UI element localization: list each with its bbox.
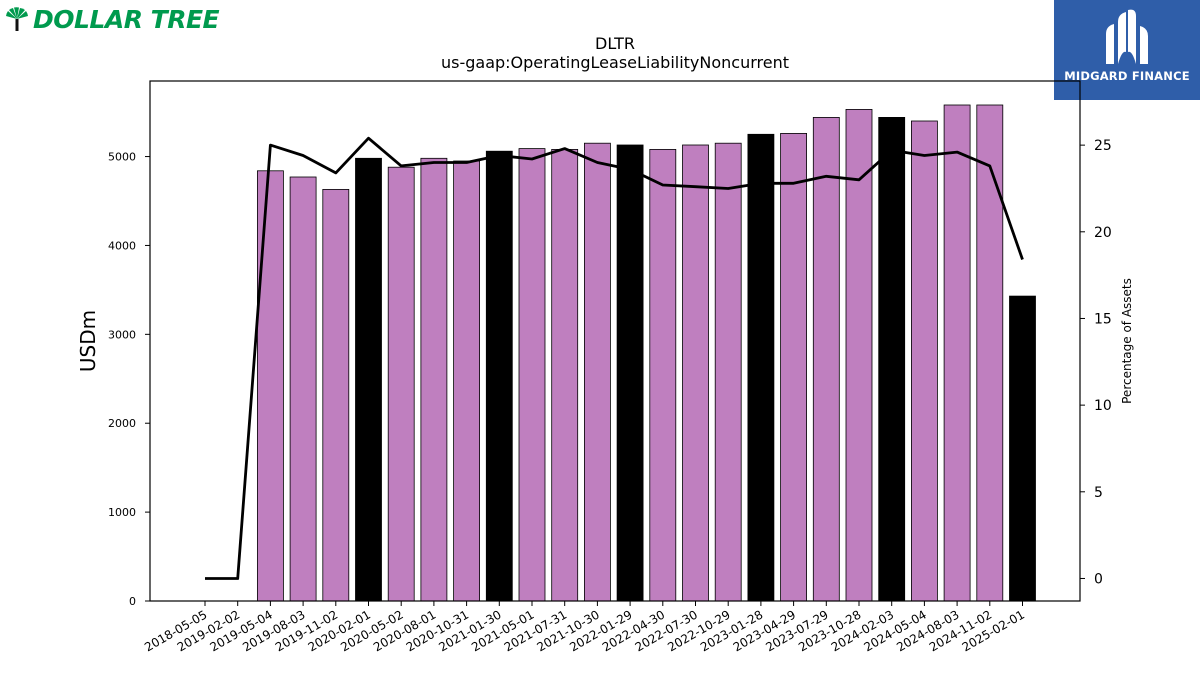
y-tick-label: 2000: [108, 417, 136, 430]
midgard-finance-badge: MIDGARD FINANCE: [1054, 0, 1200, 100]
bar-fiscal-year-end: [878, 117, 906, 602]
brand-name: DOLLAR TREE: [33, 4, 220, 34]
bar: [714, 142, 742, 602]
y2-tick-label: 0: [1094, 571, 1103, 587]
y2-tick-label: 5: [1094, 485, 1103, 501]
bar-series: [256, 104, 1036, 602]
y-tick-label: 4000: [108, 239, 136, 252]
bar-fiscal-year-end: [355, 157, 382, 602]
bar: [649, 148, 677, 602]
tree-icon: [6, 7, 28, 31]
chart-subtitle: us-gaap:OperatingLeaseLiabilityNoncurren…: [441, 53, 789, 72]
bar-fiscal-year-end: [747, 133, 775, 602]
bar: [845, 109, 873, 602]
y-axis-left: 0 1000 2000 3000 4000 5000: [108, 151, 150, 608]
bar: [682, 144, 709, 602]
bar: [453, 160, 481, 602]
bar: [911, 120, 938, 602]
bar: [289, 176, 317, 602]
bar: [584, 142, 611, 602]
bar: [812, 117, 840, 602]
bar: [518, 148, 546, 602]
y2-axis-label: Percentage of Assets: [1120, 278, 1134, 404]
y-tick-label: 1000: [108, 506, 136, 519]
y-tick-label: 0: [129, 595, 136, 608]
bar-fiscal-year-end: [485, 150, 513, 602]
bar-fiscal-year-end: [1009, 295, 1036, 602]
y2-tick-label: 20: [1094, 225, 1112, 241]
chart-title: DLTR: [595, 34, 635, 53]
bar: [976, 104, 1004, 602]
badge-name: MIDGARD FINANCE: [1064, 69, 1190, 83]
y-axis-label: USDm: [76, 310, 100, 372]
bar: [387, 166, 415, 602]
y2-tick-label: 15: [1094, 311, 1112, 327]
bar: [420, 157, 448, 602]
midgard-logo-icon: [1106, 9, 1148, 65]
y-tick-label: 3000: [108, 328, 136, 341]
bar: [322, 188, 350, 602]
y-tick-label: 5000: [108, 151, 136, 164]
bar: [780, 132, 807, 602]
y-axis-right: 0 5 10 15 20 25: [1080, 138, 1112, 587]
y2-tick-label: 25: [1094, 138, 1112, 154]
bar-fiscal-year-end: [616, 144, 644, 602]
bar: [551, 148, 579, 602]
bar: [943, 104, 971, 602]
plot-frame: [149, 80, 1081, 602]
percentage-line: [205, 136, 1024, 580]
x-axis: 2018-05-052019-02-022019-05-042019-08-03…: [142, 601, 1027, 654]
bar: [256, 170, 284, 602]
percentage-line-series: [205, 136, 1024, 580]
dollar-tree-logo: DOLLAR TREE: [4, 3, 220, 35]
y2-tick-label: 10: [1094, 398, 1112, 414]
